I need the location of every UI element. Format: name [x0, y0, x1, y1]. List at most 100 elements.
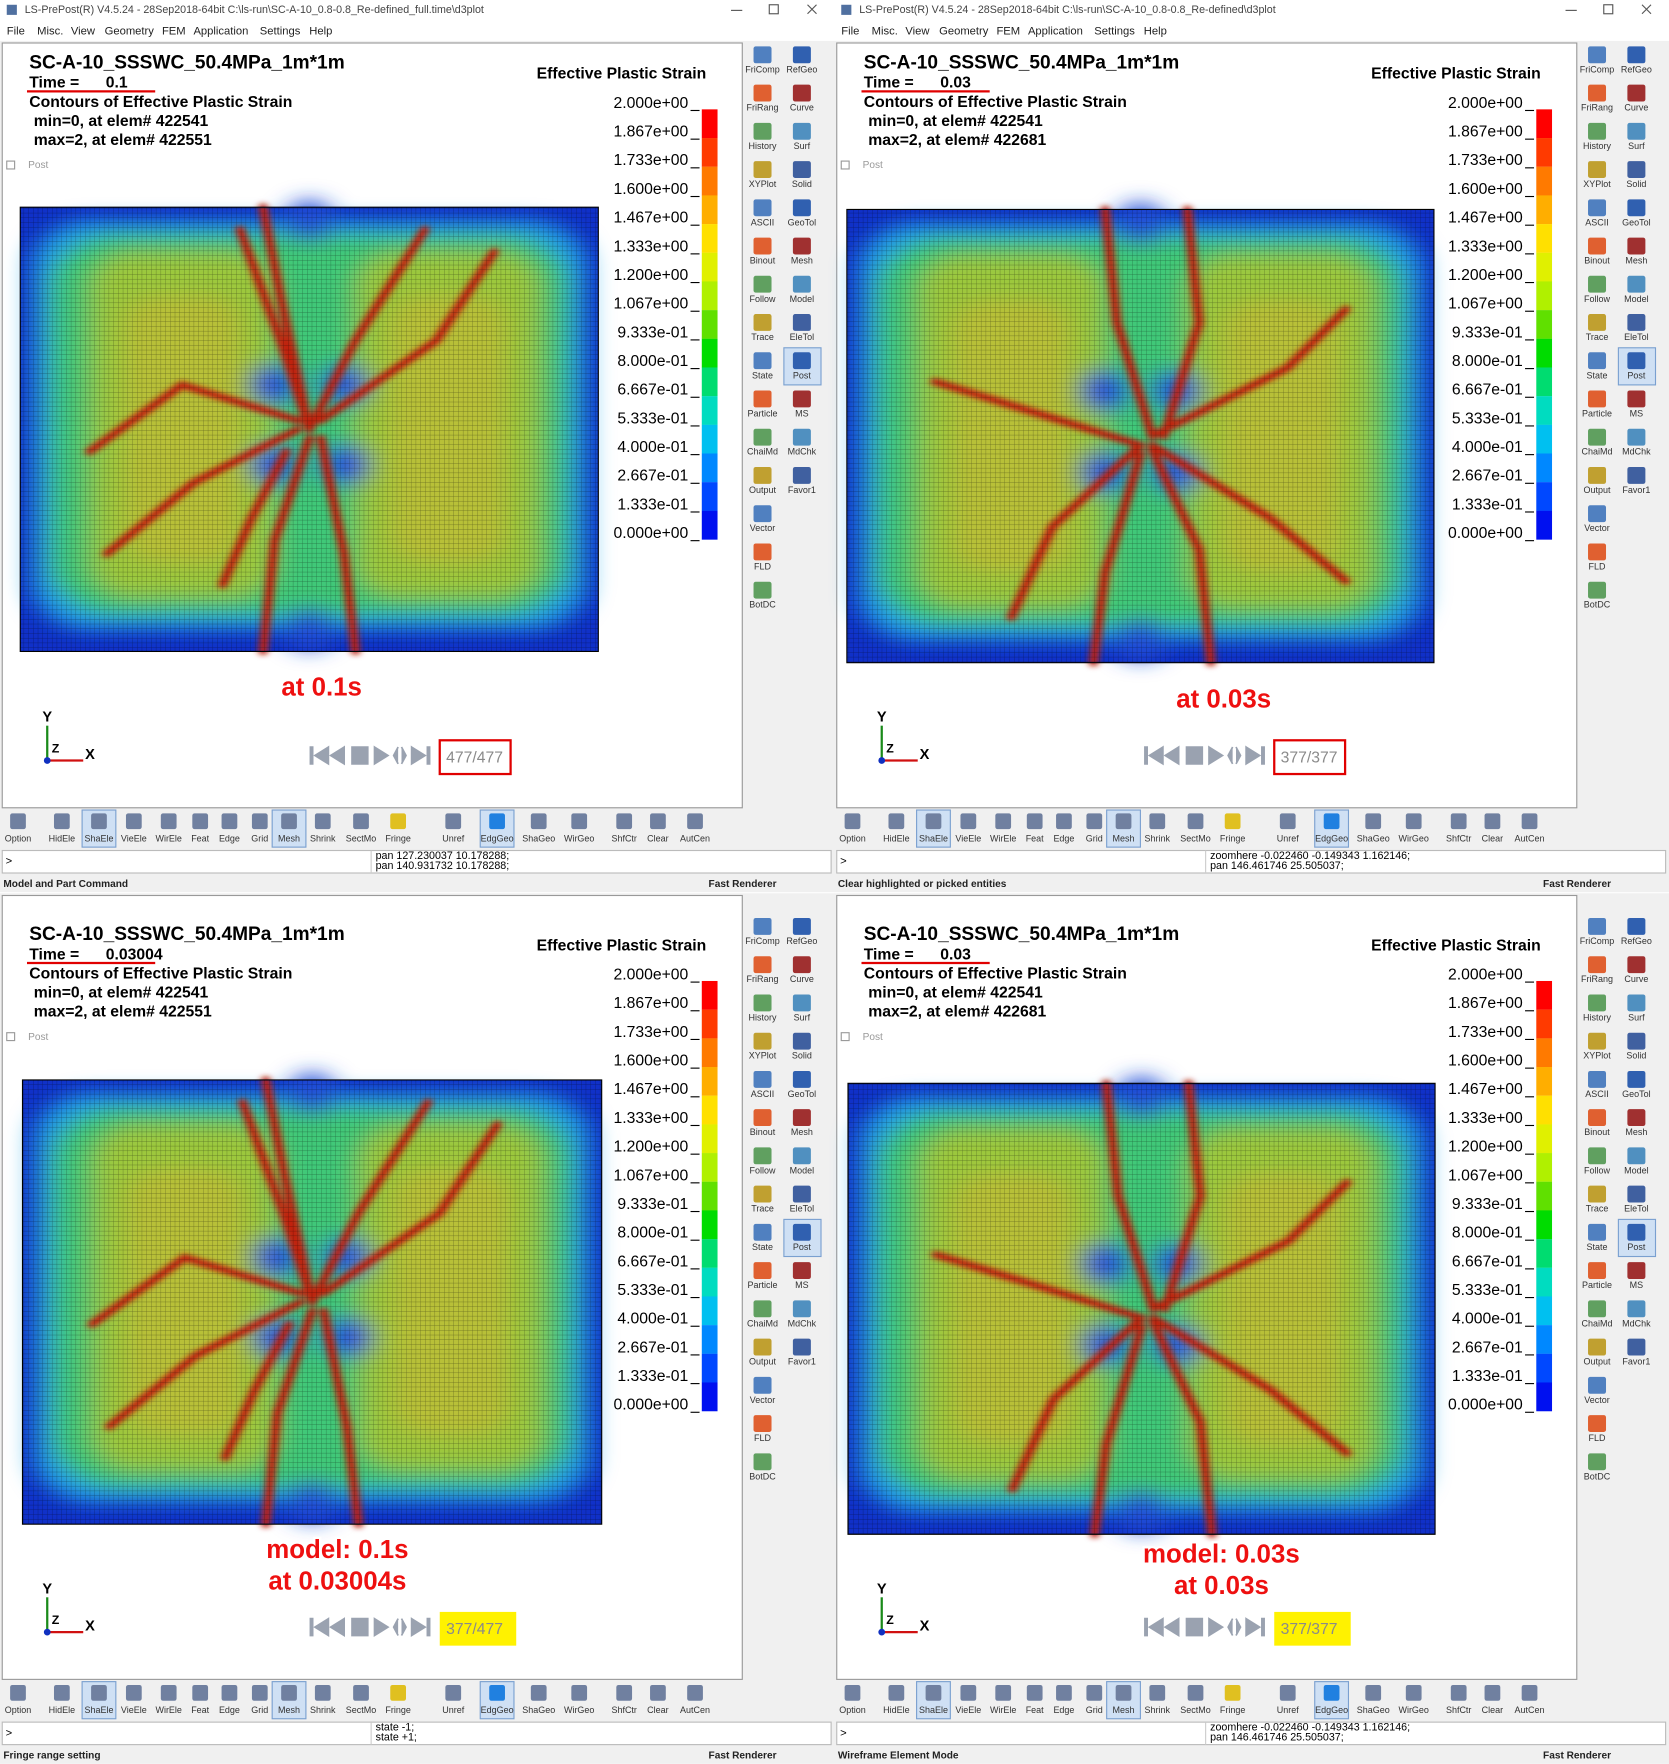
tool-icon[interactable]: [390, 813, 407, 830]
tool-icon[interactable]: [10, 1685, 26, 1701]
tool-icon[interactable]: [1627, 994, 1646, 1012]
playback-button[interactable]: [1227, 746, 1242, 765]
tool-icon[interactable]: [445, 1685, 462, 1701]
tool-icon[interactable]: [353, 813, 369, 830]
playback-button[interactable]: [373, 745, 390, 766]
tool-icon[interactable]: [1588, 543, 1607, 561]
tree-toggle[interactable]: [6, 1032, 16, 1042]
playback-button[interactable]: [410, 1617, 431, 1638]
menu-item[interactable]: View: [905, 26, 930, 38]
playback-button[interactable]: [1163, 1617, 1180, 1638]
tool-icon[interactable]: [844, 1685, 861, 1701]
menu-item[interactable]: File: [7, 26, 25, 38]
tool-icon[interactable]: [753, 275, 772, 293]
tool-icon[interactable]: [1224, 1685, 1241, 1701]
tool-icon[interactable]: [1588, 352, 1607, 370]
playback-button[interactable]: [392, 746, 407, 765]
playback-button[interactable]: [410, 745, 431, 766]
tool-icon[interactable]: [489, 1685, 505, 1701]
tool-icon[interactable]: [753, 1185, 772, 1203]
playback-button[interactable]: [1208, 745, 1225, 766]
menu-item[interactable]: Geometry: [105, 26, 155, 38]
tool-icon[interactable]: [1484, 1685, 1501, 1701]
tool-icon[interactable]: [753, 505, 772, 523]
tool-icon[interactable]: [616, 813, 633, 830]
tree-toggle[interactable]: [6, 160, 16, 170]
tool-icon[interactable]: [530, 813, 547, 830]
tool-icon[interactable]: [1627, 275, 1646, 293]
tool-icon[interactable]: [1187, 1685, 1204, 1701]
playback-button[interactable]: [1185, 746, 1204, 765]
tool-icon[interactable]: [888, 813, 905, 830]
tool-icon[interactable]: [753, 84, 772, 102]
tool-icon[interactable]: [160, 813, 177, 830]
tool-icon[interactable]: [1588, 237, 1607, 255]
tool-icon[interactable]: [10, 813, 26, 830]
playback-button[interactable]: [1245, 745, 1265, 766]
maximize-button[interactable]: [1603, 4, 1614, 15]
tool-icon[interactable]: [1627, 199, 1646, 217]
tool-icon[interactable]: [753, 581, 772, 599]
tool-icon[interactable]: [753, 199, 772, 217]
tool-icon[interactable]: [1115, 813, 1132, 830]
tool-icon[interactable]: [571, 1685, 588, 1701]
tool-icon[interactable]: [251, 1685, 268, 1701]
tool-icon[interactable]: [125, 1685, 142, 1701]
tool-icon[interactable]: [687, 1685, 703, 1701]
tool-icon[interactable]: [753, 1338, 772, 1356]
tool-icon[interactable]: [1588, 1147, 1607, 1165]
tool-icon[interactable]: [753, 1415, 772, 1432]
tool-icon[interactable]: [1450, 1685, 1467, 1701]
menu-item[interactable]: Help: [309, 26, 332, 38]
tool-icon[interactable]: [1588, 1262, 1607, 1280]
tool-icon[interactable]: [53, 1685, 70, 1701]
tool-icon[interactable]: [221, 1685, 238, 1701]
tool-icon[interactable]: [445, 813, 462, 830]
tool-icon[interactable]: [281, 1685, 297, 1701]
tool-icon[interactable]: [753, 917, 772, 935]
tool-icon[interactable]: [1588, 1415, 1607, 1432]
menu-item[interactable]: View: [71, 26, 96, 38]
tool-icon[interactable]: [1588, 84, 1607, 102]
tool-icon[interactable]: [530, 1685, 547, 1701]
tool-icon[interactable]: [1588, 161, 1607, 178]
tool-icon[interactable]: [1405, 1685, 1422, 1701]
playback-button[interactable]: [1208, 1617, 1225, 1638]
tool-icon[interactable]: [1056, 1685, 1072, 1701]
tool-icon[interactable]: [1323, 1685, 1340, 1701]
tool-icon[interactable]: [753, 428, 772, 446]
tool-icon[interactable]: [1627, 1109, 1646, 1127]
menu-item[interactable]: Misc.: [37, 26, 63, 38]
tool-icon[interactable]: [251, 813, 268, 830]
tool-icon[interactable]: [995, 813, 1012, 830]
tool-icon[interactable]: [1588, 314, 1607, 331]
tool-icon[interactable]: [925, 813, 942, 830]
tool-icon[interactable]: [1627, 1223, 1646, 1241]
tool-icon[interactable]: [792, 237, 811, 255]
tool-icon[interactable]: [792, 917, 811, 935]
playback-button[interactable]: [1227, 1618, 1242, 1636]
close-button[interactable]: [1641, 4, 1652, 15]
tool-icon[interactable]: [1115, 1685, 1132, 1701]
tool-icon[interactable]: [888, 1685, 905, 1701]
tool-icon[interactable]: [1588, 1376, 1607, 1394]
tool-icon[interactable]: [792, 1223, 811, 1241]
tool-icon[interactable]: [1450, 813, 1467, 830]
close-button[interactable]: [807, 4, 817, 15]
tool-icon[interactable]: [221, 813, 238, 830]
tool-icon[interactable]: [1627, 1032, 1646, 1050]
tool-icon[interactable]: [650, 813, 666, 830]
tool-icon[interactable]: [1627, 956, 1646, 974]
tool-icon[interactable]: [1086, 813, 1103, 830]
tool-icon[interactable]: [792, 161, 811, 178]
tool-icon[interactable]: [792, 352, 811, 370]
tool-icon[interactable]: [753, 1070, 772, 1088]
tool-icon[interactable]: [925, 1685, 942, 1701]
tool-icon[interactable]: [1588, 1223, 1607, 1241]
tool-icon[interactable]: [91, 1685, 107, 1701]
tool-icon[interactable]: [192, 813, 209, 830]
tool-icon[interactable]: [1056, 813, 1072, 830]
menu-item[interactable]: File: [841, 26, 859, 38]
menu-item[interactable]: Settings: [1094, 26, 1135, 38]
tool-icon[interactable]: [1588, 505, 1607, 523]
